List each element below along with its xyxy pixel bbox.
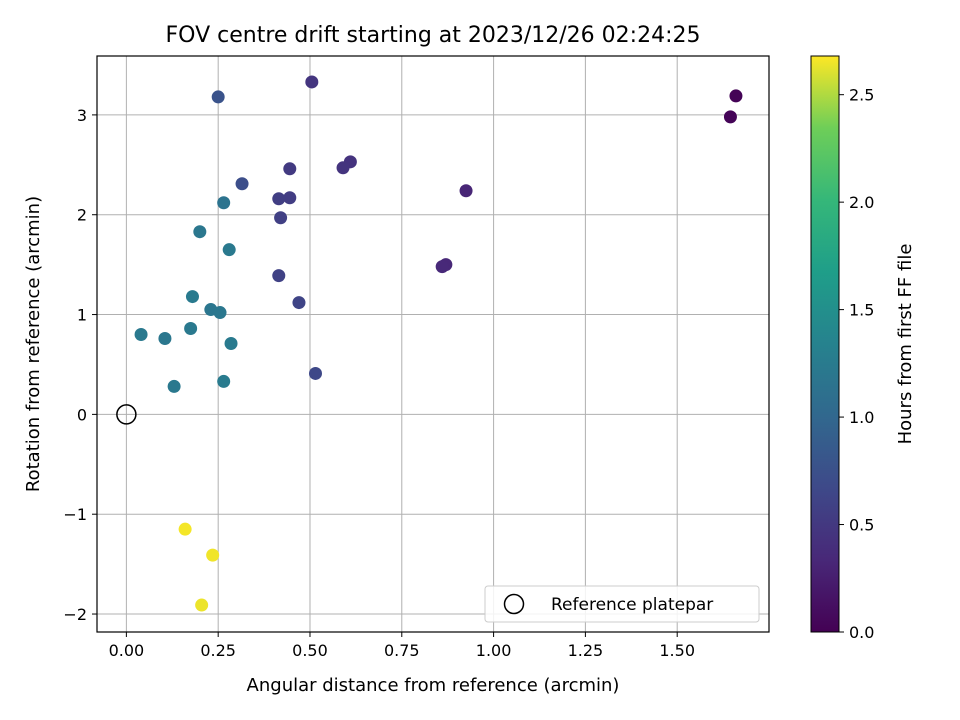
y-tick-label: 3 — [77, 106, 87, 125]
data-point — [185, 290, 199, 304]
x-tick-label: 0.25 — [200, 641, 236, 660]
colorbar-ticks: 0.0 0.5 1.0 1.5 2.0 2.5 — [839, 86, 874, 642]
legend-box — [484, 585, 760, 623]
data-point — [729, 89, 743, 103]
reference-platepar-marker — [116, 404, 137, 425]
data-point — [235, 177, 249, 191]
y-tick-label: 2 — [77, 206, 87, 225]
data-point — [459, 184, 473, 198]
data-point — [217, 196, 231, 210]
data-points — [116, 75, 743, 612]
chart-title: FOV centre drift starting at 2023/12/26 … — [166, 23, 701, 48]
data-point — [195, 598, 209, 612]
data-point — [213, 306, 227, 320]
data-point — [134, 328, 148, 342]
data-point — [217, 374, 231, 388]
data-point — [292, 296, 306, 310]
y-tick-label: 0 — [77, 405, 87, 424]
legend-label: Reference platepar — [551, 595, 713, 615]
data-point — [224, 337, 238, 351]
data-point — [178, 522, 192, 536]
data-point — [283, 162, 297, 176]
data-point — [167, 379, 181, 393]
colorbar: 0.0 0.5 1.0 1.5 2.0 2.5 Hours from first FF f… — [810, 55, 916, 642]
x-axis-label: Angular distance from reference (arcmin) — [247, 675, 620, 696]
colorbar-tick-label: 2.0 — [849, 193, 874, 212]
colorbar-label: Hours from first FF file — [895, 244, 916, 445]
y-axis-ticks: −2 −1 0 1 2 3 — [63, 106, 97, 624]
y-tick-label: −1 — [63, 505, 87, 524]
data-point — [283, 191, 297, 205]
colorbar-tick-label: 1.5 — [849, 301, 874, 320]
data-point — [274, 211, 288, 225]
colorbar-tick-label: 0.0 — [849, 623, 874, 642]
grid-lines — [97, 56, 769, 632]
data-point — [305, 75, 319, 89]
data-point — [272, 269, 286, 283]
data-point — [723, 110, 737, 124]
colorbar-tick-label: 2.5 — [849, 86, 874, 105]
colorbar-tick-label: 0.5 — [849, 516, 874, 535]
data-point — [222, 243, 236, 257]
colorbar-gradient — [810, 55, 840, 633]
y-axis-label: Rotation from reference (arcmin) — [23, 196, 44, 492]
data-point — [211, 90, 225, 104]
x-axis-ticks: 0.00 0.25 0.50 0.75 1.00 1.25 1.50 — [109, 632, 695, 660]
data-point — [272, 192, 286, 206]
data-point — [158, 332, 172, 346]
x-tick-label: 0.50 — [292, 641, 328, 660]
data-point — [184, 322, 198, 336]
plot-frame — [96, 55, 770, 633]
y-tick-label: 1 — [77, 306, 87, 325]
x-tick-label: 0.00 — [109, 641, 145, 660]
data-point — [193, 225, 207, 239]
legend: Reference platepar — [484, 585, 760, 623]
y-tick-label: −2 — [63, 605, 87, 624]
data-point — [435, 260, 449, 274]
data-point — [308, 366, 322, 380]
data-point — [206, 548, 220, 562]
legend-marker-icon — [503, 593, 525, 615]
x-tick-label: 0.75 — [384, 641, 420, 660]
data-point — [336, 161, 350, 175]
x-tick-label: 1.50 — [659, 641, 695, 660]
x-tick-label: 1.25 — [568, 641, 604, 660]
x-tick-label: 1.00 — [476, 641, 512, 660]
colorbar-tick-label: 1.0 — [849, 408, 874, 427]
